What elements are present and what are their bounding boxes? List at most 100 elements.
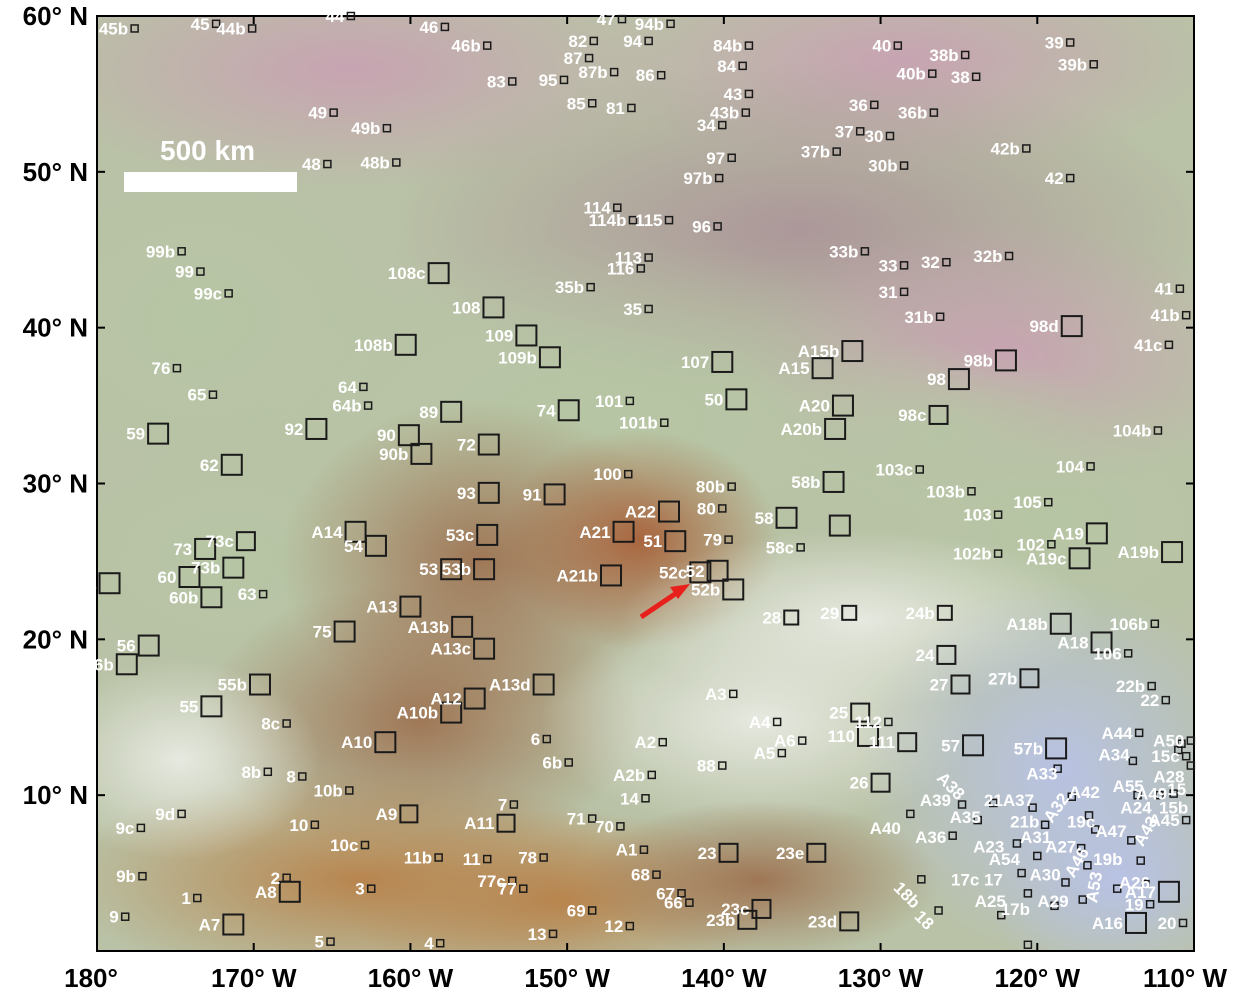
site-box — [278, 880, 301, 903]
site-box — [1178, 918, 1188, 928]
site-label: A12 — [430, 690, 461, 709]
lat-tick-label: 60° N — [23, 1, 88, 31]
site-box — [729, 689, 738, 699]
site-box — [713, 222, 722, 231]
site-label: A19b — [1117, 543, 1159, 562]
site-label: 40b — [896, 65, 925, 84]
site-box — [711, 350, 734, 373]
site-box — [824, 417, 847, 440]
site-label: 108b — [354, 336, 393, 355]
site-box — [440, 22, 450, 32]
site-label: 69 — [567, 901, 586, 920]
site-label: 35b — [555, 278, 584, 297]
site-box — [652, 870, 661, 879]
site-label: 52c — [659, 563, 687, 582]
site-box — [196, 267, 205, 276]
site-label: A40 — [870, 819, 901, 838]
site-box — [1061, 878, 1070, 887]
site-box — [1023, 940, 1033, 950]
site-label: A22 — [625, 503, 656, 522]
site-box — [609, 67, 619, 77]
site-box — [656, 70, 666, 80]
site-label: 73 — [173, 540, 192, 559]
site-box — [463, 687, 486, 710]
site-box — [996, 910, 1006, 920]
sample-site-boxes — [98, 11, 1196, 950]
site-box — [1175, 284, 1185, 293]
site-label: 42 — [1045, 169, 1064, 188]
site-box — [777, 748, 787, 758]
site-label: 105 — [1013, 493, 1041, 512]
site-label: 44 — [325, 7, 344, 26]
site-box — [1133, 790, 1142, 800]
site-box — [935, 312, 945, 322]
site-label: 52b — [691, 580, 720, 599]
site-box — [664, 530, 687, 553]
site-box — [971, 72, 981, 82]
site-label: 97b — [683, 169, 712, 188]
site-box — [138, 871, 147, 881]
site-label: 104 — [1056, 457, 1085, 476]
site-label: 47 — [597, 10, 616, 29]
site-label: 114 — [583, 199, 611, 218]
site-label: 15 — [1167, 780, 1186, 799]
site-box — [738, 61, 747, 71]
site-box — [899, 287, 909, 297]
site-label: 85 — [567, 94, 586, 113]
site-box — [893, 41, 903, 50]
lat-tick-label: 20° N — [23, 624, 88, 654]
site-label: 103c — [875, 460, 913, 479]
site-label: 23d — [808, 912, 837, 931]
site-label: 46b — [451, 37, 480, 56]
site-label: 23 — [698, 844, 717, 863]
site-label: 89 — [419, 403, 438, 422]
site-box — [477, 433, 500, 456]
site-box — [220, 453, 243, 476]
site-box — [1060, 315, 1083, 338]
site-box — [917, 875, 926, 884]
site-label: A13 — [366, 598, 397, 617]
site-box — [392, 158, 401, 167]
site-label: 3 — [355, 880, 364, 899]
site-box — [538, 346, 561, 369]
site-label: A28 — [1153, 767, 1184, 786]
site-label: 77 — [498, 880, 517, 899]
site-label: 32 — [921, 253, 940, 272]
site-box — [548, 929, 558, 939]
site-box — [235, 531, 256, 552]
site-box — [1186, 736, 1196, 745]
site-box — [915, 465, 924, 474]
site-label: 77c — [477, 872, 505, 891]
site-label: 5 — [315, 933, 324, 952]
site-label: 58b — [791, 473, 820, 492]
site-label: 48b — [361, 153, 390, 172]
site-label: A2b — [613, 766, 645, 785]
site-label: 61 — [78, 574, 97, 593]
site-label: 11 — [463, 850, 481, 869]
site-box — [359, 382, 368, 392]
site-box — [587, 814, 597, 823]
site-box — [936, 604, 953, 621]
site-box — [962, 734, 985, 757]
site-label: 56b — [84, 655, 113, 674]
site-label: 36 — [849, 96, 868, 115]
site-label: A39 — [920, 791, 951, 810]
site-box — [410, 442, 433, 465]
site-box — [644, 253, 653, 262]
site-label: A3 — [705, 685, 727, 704]
site-label: 11b — [404, 849, 432, 868]
site-box — [482, 296, 505, 319]
site-label: A34 — [1098, 746, 1130, 765]
site-box — [624, 469, 633, 479]
site-box — [644, 36, 653, 46]
site-label: 91 — [523, 485, 542, 504]
site-box — [399, 595, 422, 618]
site-box — [831, 394, 854, 417]
site-label: 10c — [330, 836, 358, 855]
site-label: 90b — [379, 445, 408, 464]
site-label: A7 — [199, 916, 221, 935]
site-label: A20b — [781, 420, 823, 439]
site-label: 42b — [991, 139, 1020, 158]
site-box — [737, 909, 758, 930]
site-box — [476, 523, 499, 546]
